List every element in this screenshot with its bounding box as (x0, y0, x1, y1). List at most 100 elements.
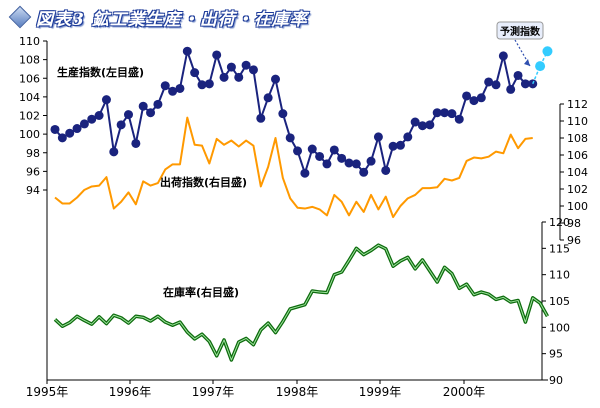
production-data-point (366, 156, 376, 166)
production-data-point (388, 141, 398, 151)
shipment-tick-label: 104 (567, 166, 588, 179)
production-data-point (307, 144, 317, 154)
production-data-point (344, 158, 354, 168)
shipment-tick-label: 108 (567, 132, 588, 145)
shipment-tick-label: 106 (567, 149, 588, 162)
production-data-point (462, 91, 472, 101)
production-data-point (219, 72, 229, 82)
forecast-callout-arrowhead (524, 59, 530, 66)
production-data-point (116, 120, 126, 130)
production-data-point (373, 132, 383, 142)
production-data-point (256, 113, 266, 123)
forecast-callout-label: 予測指数 (500, 25, 541, 38)
shipment-tick-label: 96 (567, 234, 581, 247)
x-tick-label: 1999年 (359, 385, 402, 399)
production-series-label: 生産指数(左目盛) (57, 65, 144, 79)
production-data-point (498, 51, 508, 61)
production-data-point (50, 124, 60, 134)
shipment-tick-label: 112 (567, 98, 588, 111)
inventory-tick-label: 95 (549, 348, 563, 361)
production-tick-label: 108 (19, 54, 40, 67)
production-data-point (248, 65, 258, 75)
production-data-point (153, 99, 163, 109)
production-data-point (57, 133, 67, 143)
production-tick-label: 96 (26, 165, 40, 178)
chart-title: 図表3 鉱工業生産・出荷・在庫率 (6, 4, 308, 30)
title-text: 図表3 鉱工業生産・出荷・在庫率 (36, 9, 308, 30)
inventory-tick-label: 115 (549, 242, 570, 255)
inventory-tick-label: 105 (549, 295, 570, 308)
production-data-point (109, 147, 119, 157)
production-data-point (94, 111, 104, 120)
forecast-series-line (532, 50, 549, 85)
production-data-point (146, 108, 156, 118)
x-tick-label: 1997年 (192, 385, 235, 399)
inventory-series-line (53, 243, 549, 362)
production-data-point (454, 114, 464, 124)
production-data-point (101, 95, 111, 105)
production-tick-label: 100 (19, 128, 40, 141)
production-data-point (418, 121, 427, 131)
production-data-point (410, 117, 420, 127)
production-data-point (513, 70, 523, 80)
inventory-tick-label: 90 (549, 374, 563, 387)
production-data-point (506, 84, 516, 94)
production-data-point (278, 109, 288, 119)
x-tick-label: 1995年 (26, 385, 69, 399)
production-data-point (395, 140, 405, 150)
production-tick-label: 110 (19, 35, 40, 48)
production-data-point (329, 145, 339, 155)
production-data-point (190, 68, 200, 78)
shipment-tick-label: 98 (567, 217, 581, 230)
production-data-point (160, 81, 170, 91)
production-data-point (447, 109, 457, 119)
production-data-point (403, 132, 413, 142)
production-data-point (182, 46, 192, 56)
x-tick-label: 1996年 (109, 385, 152, 399)
production-data-point (469, 96, 479, 106)
forecast-callout-box (496, 21, 544, 40)
production-data-point (271, 74, 280, 84)
production-data-point (168, 86, 178, 96)
production-data-point (520, 79, 530, 89)
production-data-point (432, 108, 442, 118)
production-data-point (175, 83, 185, 93)
shipment-tick-label: 110 (567, 115, 588, 128)
shipment-tick-label: 100 (567, 200, 588, 213)
production-data-point (293, 146, 303, 156)
production-data-point (491, 80, 501, 90)
production-data-point (381, 165, 391, 175)
production-data-point (131, 138, 141, 148)
production-data-point (138, 101, 148, 111)
forecast-data-point (535, 61, 546, 72)
production-data-point (337, 153, 347, 163)
production-data-point (285, 133, 295, 143)
production-data-point (226, 62, 236, 72)
production-data-point (315, 151, 325, 161)
production-data-point (476, 93, 486, 103)
x-tick-label: 1998年 (276, 385, 319, 399)
production-data-point (322, 159, 332, 169)
production-data-point (124, 110, 133, 120)
inventory-tick-label: 110 (549, 269, 570, 282)
production-tick-label: 98 (26, 147, 40, 160)
production-tick-label: 106 (19, 72, 40, 85)
inventory-series-label: 在庫率(右目盛) (163, 285, 239, 299)
production-data-point (234, 72, 244, 82)
production-data-point (197, 80, 207, 90)
production-data-point (440, 108, 450, 118)
production-tick-label: 104 (19, 91, 40, 104)
production-data-point (425, 120, 435, 130)
production-data-point (359, 167, 369, 177)
shipment-series-label: 出荷指数(右目盛) (160, 175, 247, 189)
forecast-data-point (542, 46, 553, 57)
production-data-point (300, 168, 310, 178)
shipment-tick-label: 102 (567, 183, 588, 196)
production-tick-label: 94 (26, 184, 40, 197)
production-data-point (241, 60, 251, 70)
inventory-tick-label: 120 (549, 216, 570, 229)
production-data-point (65, 128, 75, 138)
x-tick-label: 2000年 (443, 385, 486, 399)
inventory-tick-label: 100 (549, 321, 570, 334)
